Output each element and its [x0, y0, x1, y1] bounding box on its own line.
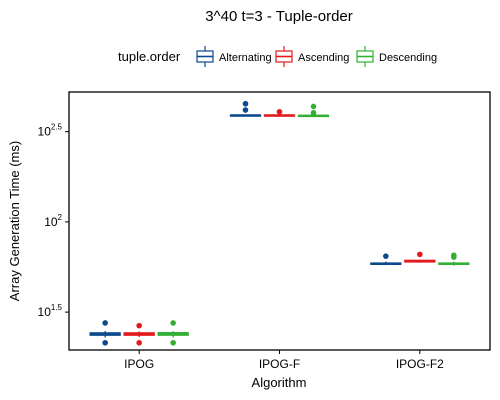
legend-title: tuple.order	[118, 49, 181, 64]
outlier-point	[136, 322, 142, 329]
y-tick-label: 102.5	[38, 123, 63, 139]
box-ascending-ipog-f	[263, 109, 296, 117]
y-tick-exponent: 1.5	[51, 303, 63, 312]
y-tick-exponent: 2	[58, 213, 63, 222]
legend-key-alternating	[196, 46, 214, 67]
box-descending-ipog	[157, 320, 189, 346]
y-tick-base: 10	[44, 215, 58, 229]
y-tick-label: 102	[44, 213, 62, 229]
x-tick-label: IPOG-F2	[396, 357, 444, 371]
legend-label: Descending	[379, 52, 437, 64]
legend: tuple.order Alternating Ascending Descendi…	[118, 46, 437, 67]
outlier-point	[136, 339, 142, 346]
box-ascending-ipog-f2	[404, 251, 436, 263]
box-descending-ipog-f	[297, 103, 330, 118]
y-tick-base: 10	[38, 305, 52, 319]
outlier-point	[170, 320, 176, 326]
x-axis: IPOG IPOG-F IPOG-F2	[124, 350, 444, 371]
y-tick-base: 10	[38, 125, 52, 139]
legend-key-descending	[356, 46, 374, 67]
outlier-point	[310, 109, 317, 116]
outlier-point	[242, 107, 249, 113]
y-axis-title: Array Generation Time (ms)	[7, 141, 22, 301]
outlier-point	[417, 251, 423, 258]
box-descending-ipog-f2	[438, 252, 470, 266]
plot-panel	[68, 91, 491, 351]
x-tick-label: IPOG-F	[259, 357, 300, 371]
outlier-point	[276, 109, 283, 115]
outlier-point	[242, 100, 249, 107]
legend-label: Ascending	[298, 52, 349, 64]
outlier-point	[451, 254, 457, 260]
x-axis-title: Algorithm	[252, 375, 307, 390]
chart-title: 3^40 t=3 - Tuple-order	[205, 8, 353, 25]
outlier-point	[310, 103, 317, 110]
legend-key-ascending	[275, 46, 293, 67]
x-tick-label: IPOG	[124, 357, 154, 371]
outlier-point	[102, 320, 108, 326]
outlier-point	[383, 253, 389, 259]
box-alternating-ipog-f	[229, 100, 262, 117]
legend-label: Alternating	[219, 52, 272, 64]
boxes	[89, 100, 470, 346]
y-tick-label: 101.5	[38, 303, 63, 319]
box-ascending-ipog	[123, 322, 155, 346]
box-alternating-ipog-f2	[370, 253, 402, 266]
outlier-point	[170, 339, 176, 346]
box-alternating-ipog	[89, 320, 121, 346]
outlier-point	[102, 339, 108, 346]
y-tick-exponent: 2.5	[51, 123, 63, 132]
